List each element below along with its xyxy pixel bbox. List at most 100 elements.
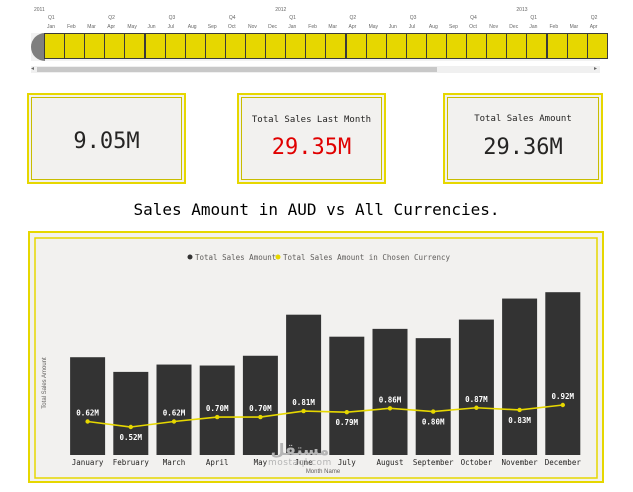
line-point[interactable] — [85, 419, 90, 424]
timeline-month-cell[interactable] — [285, 33, 307, 59]
timeline-month-cell[interactable] — [566, 33, 588, 59]
timeline-month-cell[interactable] — [44, 33, 66, 59]
timeline-month-cell[interactable] — [425, 33, 447, 59]
legend-marker-total-sales — [187, 254, 193, 260]
timeline-month-cell[interactable] — [466, 33, 488, 59]
bar-january[interactable] — [70, 357, 106, 455]
x-tick-label: May — [254, 458, 268, 467]
x-tick-label: December — [545, 458, 582, 467]
timeline-month-label: Sep — [207, 24, 217, 30]
timeline-month-cell[interactable] — [144, 33, 166, 59]
timeline-month-cell[interactable] — [164, 33, 186, 59]
data-label: 0.62M — [76, 409, 99, 418]
y-axis-label: Total Sales Amount — [42, 357, 48, 409]
timeline-month-cell[interactable] — [265, 33, 287, 59]
timeline-month-cell[interactable] — [365, 33, 387, 59]
line-chosen-currency — [87, 404, 563, 428]
bar-august[interactable] — [372, 328, 408, 455]
line-point[interactable] — [344, 409, 349, 415]
timeline-month-cell[interactable] — [124, 33, 146, 59]
line-point[interactable] — [431, 409, 436, 414]
legend-label-total-sales: Total Sales Amount — [195, 253, 276, 262]
timeline-range-handle[interactable] — [31, 33, 45, 61]
timeline-month-cell[interactable] — [385, 33, 407, 59]
timeline-month-cell[interactable] — [486, 33, 508, 59]
timeline-month-label: Jan — [47, 24, 56, 30]
data-label: 0.83M — [508, 416, 531, 425]
watermark-logo: مستقل mostaql.com — [268, 442, 332, 469]
timeline-month-label: Dec — [509, 24, 519, 30]
line-point[interactable] — [258, 414, 263, 420]
timeline-month-label: May — [127, 24, 137, 30]
timeline-quarter-label: Q2 — [108, 15, 115, 21]
timeline-month-cell[interactable] — [64, 33, 86, 59]
timeline-month-cell[interactable] — [506, 33, 528, 59]
line-point[interactable] — [474, 405, 479, 410]
bar-april[interactable] — [199, 365, 235, 455]
timeline-quarter-label: Q4 — [470, 15, 477, 21]
bar-march[interactable] — [156, 364, 192, 455]
timeline-month-cell[interactable] — [345, 33, 367, 59]
scroll-left-icon[interactable]: ◂ — [31, 65, 35, 72]
timeline-quarter-label: Q2 — [590, 15, 598, 21]
line-point[interactable] — [171, 419, 177, 424]
kpi-card-value: 29.35M — [271, 135, 352, 160]
timeline-month-label: Apr — [589, 24, 598, 30]
line-point[interactable] — [128, 424, 133, 430]
data-label: 0.80M — [422, 418, 445, 427]
timeline-month-label: Oct — [469, 24, 477, 30]
timeline-month-label: Aug — [187, 24, 197, 30]
kpi-card-1: 9.05M — [27, 93, 186, 184]
timeline-month-label: Nov — [489, 24, 499, 30]
timeline-quarter-label: Q1 — [530, 15, 538, 21]
timeline-month-cell[interactable] — [184, 33, 206, 59]
timeline-month-cell[interactable] — [446, 33, 468, 59]
kpi-card-value: 9.05M — [73, 129, 140, 154]
timeline-month-cell[interactable] — [325, 33, 347, 59]
line-point[interactable] — [560, 402, 565, 408]
bar-february[interactable] — [113, 371, 149, 455]
watermark-latin: mostaql.com — [268, 458, 332, 468]
timeline-month-cell[interactable] — [84, 33, 106, 59]
timeline-month-cell[interactable] — [305, 33, 327, 59]
bar-november[interactable] — [502, 298, 538, 455]
timeline-month-cell[interactable] — [586, 33, 608, 59]
timeline-quarter-label: Q1 — [48, 15, 55, 21]
line-point[interactable] — [517, 407, 522, 413]
timeline-year-label: 2012 — [275, 7, 287, 13]
timeline-quarter-label: Q1 — [289, 15, 296, 21]
timeline-month-label: Apr — [107, 24, 116, 30]
bar-december[interactable] — [545, 292, 581, 455]
scroll-right-icon[interactable]: ▸ — [594, 65, 598, 72]
timeline-month-label: Aug — [428, 24, 438, 30]
bar-june[interactable] — [286, 314, 322, 455]
x-tick-label: October — [461, 458, 493, 467]
data-label: 0.81M — [292, 398, 315, 407]
timeline-month-label: Apr — [348, 24, 357, 30]
data-label: 0.79M — [336, 418, 359, 427]
bar-october[interactable] — [458, 319, 494, 455]
timeline-slicer[interactable]: 2011 2012 2013 Q1 Q2 Q3 Q4 Q1 Q2 Q3 Q4 Q1 Q2 Jan Feb Ma… — [0, 0, 633, 80]
timeline-month-cell[interactable] — [546, 33, 568, 59]
timeline-quarter-label: Q4 — [228, 15, 236, 21]
sales-chart[interactable]: Total Sales Amount Total Sales Amount in … — [28, 231, 604, 483]
x-tick-label: September — [413, 458, 454, 467]
timeline-scroll-thumb[interactable] — [37, 67, 437, 72]
timeline-month-cell[interactable] — [245, 33, 267, 59]
bar-may[interactable] — [242, 355, 278, 455]
line-point[interactable] — [387, 406, 393, 411]
timeline-month-label: Mar — [328, 24, 338, 30]
x-tick-label: March — [163, 458, 186, 467]
timeline-month-label: Feb — [308, 24, 317, 30]
x-tick-label: February — [113, 458, 150, 467]
bar-september[interactable] — [415, 338, 451, 455]
timeline-quarter-label: Q2 — [349, 15, 357, 21]
timeline-month-cell[interactable] — [224, 33, 246, 59]
bar-july[interactable] — [329, 336, 365, 455]
timeline-month-cell[interactable] — [204, 33, 226, 59]
timeline-month-cell[interactable] — [526, 33, 548, 59]
line-point[interactable] — [301, 408, 306, 414]
timeline-month-cell[interactable] — [104, 33, 126, 59]
line-point[interactable] — [215, 414, 220, 420]
timeline-month-cell[interactable] — [405, 33, 427, 59]
